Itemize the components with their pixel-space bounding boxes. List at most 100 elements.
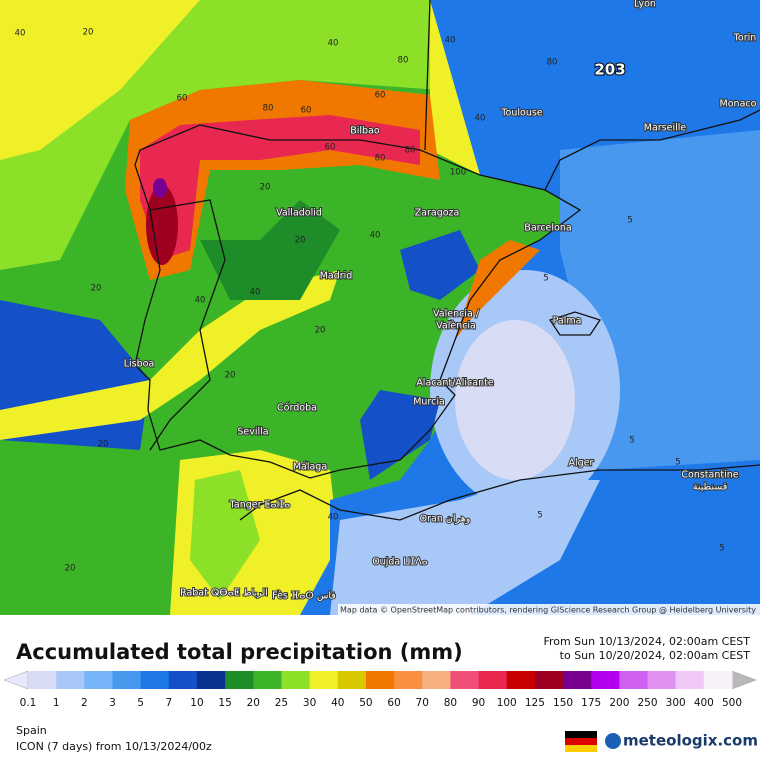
contour-label: 20: [83, 28, 94, 38]
city-label: Zaragoza: [415, 208, 460, 219]
area: [0, 270, 340, 440]
contour-label: 5: [719, 544, 724, 554]
contour-label: 20: [98, 440, 109, 450]
contour-label: 80: [375, 154, 386, 164]
bar-high: [731, 670, 757, 690]
contour-label: 40: [445, 36, 456, 46]
contour-label: 80: [547, 58, 558, 68]
contour-label: 40: [15, 29, 26, 39]
contour-label: 60: [375, 91, 386, 101]
city-label: Constantine: [681, 470, 738, 481]
contour-label: 40: [475, 114, 486, 124]
legend-tick-label: 250: [637, 697, 657, 709]
color-segment: [84, 671, 113, 689]
color-segment: [422, 671, 451, 689]
city-label: Lyon: [634, 0, 656, 10]
area: [200, 200, 340, 300]
color-segment: [394, 671, 423, 689]
legend-tick-label: 3: [109, 697, 116, 709]
color-segment: [140, 671, 170, 689]
area: [360, 390, 440, 480]
legend-tick-label: 90: [472, 697, 485, 709]
legend-tick-label: 50: [359, 697, 372, 709]
color-segment: [225, 671, 254, 689]
city-label: Torin: [733, 33, 757, 44]
legend-tick-label: 15: [218, 697, 231, 709]
attribution: Map data © OpenStreetMap contributors, r…: [340, 606, 756, 615]
contour-label: 20: [65, 564, 76, 574]
city-label: Alger: [569, 458, 594, 469]
legend-tick-label: 200: [609, 697, 629, 709]
area: [153, 178, 167, 198]
legend-tick-label: 400: [694, 697, 714, 709]
color-segment: [365, 671, 395, 689]
contour-label: 20: [225, 371, 236, 381]
area: [146, 185, 178, 265]
legend-tick-label: 7: [165, 697, 172, 709]
color-segment: [281, 671, 311, 689]
city-label: Oujda ⵡⵊⴷⴰ: [372, 557, 428, 568]
color-segment: [619, 671, 649, 689]
city-label: Palma: [553, 316, 582, 327]
contour-label: 80: [398, 56, 409, 66]
color-segment: [168, 671, 198, 689]
legend-tick-label: 175: [581, 697, 601, 709]
legend-tick-label: 70: [416, 697, 429, 709]
area: [190, 470, 260, 600]
date-from: From Sun 10/13/2024, 02:00am CEST: [543, 635, 750, 648]
city-label: Valencia /: [433, 309, 480, 320]
attribution-bg: [338, 604, 760, 615]
contour-label: 100: [450, 168, 466, 178]
contour-label: 40: [195, 296, 206, 306]
area: [140, 115, 420, 260]
contour-label: 20: [315, 326, 326, 336]
legend-tick-label: 60: [387, 697, 400, 709]
contour-label: 40: [328, 39, 339, 49]
legend-tick-label: 125: [525, 697, 545, 709]
contour-label: 40: [328, 513, 339, 523]
contour-label: 20: [260, 183, 271, 193]
city-label: Barcelona: [524, 223, 571, 234]
flag: [565, 731, 597, 752]
legend-tick-label: 25: [275, 697, 288, 709]
legend-tick-label: 150: [553, 697, 573, 709]
legend-tick-label: 100: [497, 697, 517, 709]
map: 203 Lyon Torin Monaco Marseille Toulouse Bilb…: [0, 0, 760, 615]
legend-tick-label: 500: [722, 697, 742, 709]
color-segment: [337, 671, 367, 689]
brand: meteologix.com: [623, 732, 758, 750]
city-label: Madrid: [320, 271, 353, 282]
area: [455, 240, 540, 340]
cities: Lyon Torin Monaco Marseille Toulouse Bilbao Za…: [123, 0, 758, 603]
legend-title: Accumulated total precipitation (mm): [16, 640, 463, 664]
contour-labels: 20 40 60 80 40 60 80 80 100 40 60 80 40 20 40 20 40 20 20 2…: [15, 28, 725, 574]
city-label: Fès ⴼⴰⵙ فاس: [272, 591, 336, 602]
city-label: València: [436, 321, 476, 332]
coastline: [134, 0, 760, 521]
contour-label: 5: [629, 436, 634, 446]
city-label: Murcia: [413, 397, 445, 408]
city-label: Valladolid: [276, 208, 322, 219]
region: Spain: [16, 724, 47, 737]
legend-tick-label: 300: [666, 697, 686, 709]
color-segment: [675, 671, 705, 689]
legend-tick-label: 0.1: [20, 697, 37, 709]
contour-label: 40: [250, 288, 261, 298]
area: [0, 0, 200, 160]
legend-tick-label: 30: [303, 697, 316, 709]
city-label: Bilbao: [350, 126, 380, 137]
city-label: Málaga: [293, 462, 327, 473]
contour-label: 5: [627, 216, 632, 226]
legend-tick-label: 2: [81, 697, 88, 709]
legend-tick-label: 5: [137, 697, 144, 709]
city-label: Córdoba: [277, 403, 317, 414]
city-label: Alacant/Alicante: [416, 378, 494, 389]
legend-tick-label: 80: [444, 697, 457, 709]
date-to: to Sun 10/20/2024, 02:00am CEST: [560, 649, 751, 662]
color-bar: 0.1 1 2 3 5 7 10 15 20 25 30 40 50 60 70 80 90 100 125 150 1…: [3, 670, 757, 709]
area: [330, 480, 600, 615]
color-segment: [703, 671, 733, 689]
contour-label: 60: [301, 106, 312, 116]
contour-label: 80: [263, 104, 274, 114]
